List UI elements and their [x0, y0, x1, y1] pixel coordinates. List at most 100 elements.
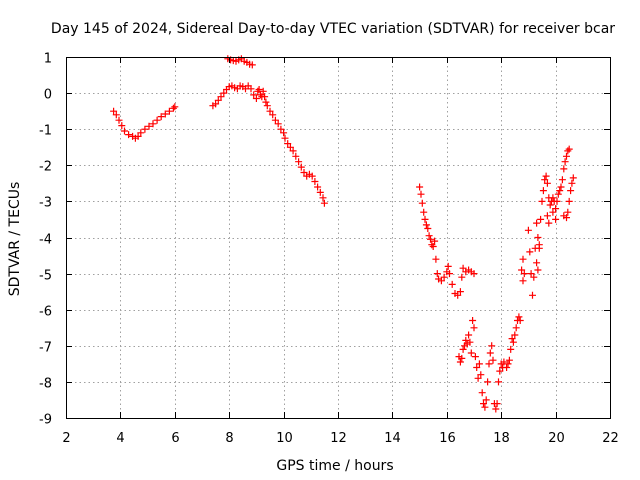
data-point	[553, 197, 561, 205]
data-point	[564, 208, 572, 216]
x-tick-label: 6	[171, 431, 179, 446]
data-point	[248, 61, 256, 69]
data-point	[549, 208, 557, 216]
data-point	[269, 111, 277, 119]
data-point	[470, 324, 478, 332]
data-point	[534, 234, 542, 241]
x-tick-label: 4	[116, 431, 124, 446]
data-point	[524, 226, 532, 234]
data-point	[292, 152, 300, 160]
data-point	[493, 400, 501, 408]
data-point	[482, 396, 490, 404]
data-point	[281, 134, 289, 142]
data-point	[212, 100, 220, 108]
data-point	[314, 183, 322, 191]
data-point	[538, 197, 546, 205]
x-tick-label: 16	[439, 431, 456, 446]
data-point	[465, 331, 473, 339]
data-point	[537, 215, 545, 223]
y-tick-label: -3	[39, 196, 52, 211]
data-point	[519, 277, 527, 285]
data-point	[556, 187, 564, 195]
data-point	[422, 221, 430, 229]
data-point	[539, 187, 547, 195]
data-point	[475, 360, 483, 368]
data-point	[568, 179, 576, 187]
data-point	[563, 152, 570, 160]
data-point	[519, 255, 527, 263]
data-point	[546, 201, 554, 209]
data-point	[542, 172, 550, 180]
data-point	[459, 264, 467, 272]
data-point	[262, 98, 270, 106]
x-axis-label: GPS time / hours	[276, 458, 393, 474]
data-point	[217, 93, 225, 101]
data-point	[565, 197, 573, 205]
data-point	[495, 378, 502, 386]
data-point	[266, 107, 274, 115]
chart-title: Day 145 of 2024, Sidereal Day-to-day VTE…	[51, 21, 615, 37]
data-point	[429, 243, 437, 250]
data-point	[508, 335, 516, 343]
data-point	[424, 225, 432, 232]
data-point	[541, 176, 549, 184]
data-point	[295, 158, 303, 166]
data-point	[545, 219, 553, 227]
data-point	[504, 360, 512, 368]
y-tick-label: -2	[39, 160, 52, 175]
data-point	[534, 266, 542, 274]
data-point	[420, 208, 428, 216]
data-point	[444, 262, 452, 270]
data-point	[484, 378, 492, 386]
data-point	[467, 349, 475, 357]
data-point	[560, 165, 568, 173]
data-point	[297, 163, 305, 171]
data-point	[471, 353, 479, 361]
data-point	[481, 403, 489, 411]
data-point	[110, 107, 118, 115]
data-point	[421, 215, 429, 223]
data-point	[549, 194, 557, 202]
data-point	[316, 188, 324, 196]
data-point	[121, 127, 128, 135]
data-point	[535, 244, 543, 252]
y-axis-label: SDTVAR / TECUs	[7, 182, 23, 297]
data-point	[518, 266, 526, 274]
data-point	[425, 232, 433, 240]
data-point	[320, 199, 328, 207]
data-point	[427, 235, 434, 243]
data-point	[503, 364, 511, 371]
data-point	[454, 291, 462, 299]
data-point	[480, 400, 487, 408]
data-point	[459, 345, 467, 353]
data-point	[261, 93, 269, 101]
data-point	[456, 288, 464, 296]
data-point	[214, 96, 222, 104]
y-tick-label: -9	[39, 413, 52, 428]
data-point	[473, 364, 481, 371]
data-point	[485, 360, 493, 368]
data-point	[462, 336, 470, 344]
x-tick-label: 22	[602, 431, 619, 446]
data-point	[161, 110, 169, 118]
x-tick-label: 18	[493, 431, 510, 446]
data-point	[153, 116, 161, 124]
data-point	[220, 89, 228, 97]
data-point	[561, 158, 569, 166]
data-point	[563, 214, 570, 222]
data-point	[259, 87, 267, 95]
data-point	[533, 219, 541, 227]
data-point	[157, 113, 165, 121]
data-point	[252, 95, 260, 102]
data-point	[458, 354, 466, 362]
data-point	[284, 140, 292, 148]
data-point	[286, 143, 294, 151]
data-point	[515, 313, 523, 321]
data-point	[488, 342, 496, 350]
data-point	[255, 86, 263, 93]
data-point	[456, 358, 464, 366]
x-tick-label: 12	[330, 431, 347, 446]
data-point	[446, 270, 453, 278]
